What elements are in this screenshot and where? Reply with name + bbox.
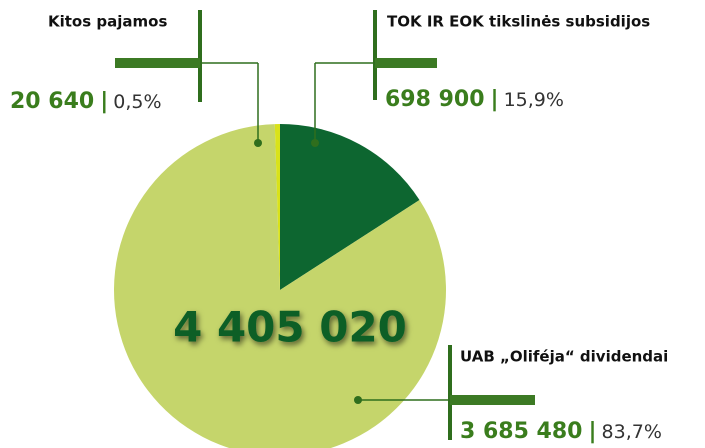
callout-band — [375, 58, 437, 68]
callout-band — [450, 395, 535, 405]
pie-slice — [114, 124, 446, 448]
amount-group: 20 640 | 0,5% — [10, 89, 162, 114]
category-label: Kitos pajamos — [48, 13, 167, 31]
callout-bar — [373, 10, 377, 100]
amount-label: 698 900 — [385, 87, 485, 112]
separator: | — [100, 89, 108, 114]
callout-band — [115, 58, 200, 68]
pie — [114, 124, 446, 448]
pie-slice — [274, 124, 280, 290]
callout-bar — [198, 10, 202, 102]
percent-label: 15,9% — [504, 89, 564, 111]
category-label: UAB „Oliféja“ dividendai — [460, 348, 668, 366]
separator: | — [491, 87, 499, 112]
leader-dot — [354, 396, 362, 404]
leader-dot — [311, 139, 319, 147]
amount-label: 20 640 — [10, 89, 94, 114]
amount-label: 3 685 480 — [460, 419, 582, 444]
category-label: TOK IR EOK tikslinės subsidijos — [387, 13, 650, 31]
percent-label: 0,5% — [113, 91, 161, 113]
amount-group: 698 900 | 15,9% — [385, 87, 564, 112]
percent-label: 83,7% — [602, 421, 662, 443]
total-label: 4 405 020 — [173, 303, 407, 352]
callout-bar — [448, 345, 452, 440]
separator: | — [588, 419, 596, 444]
leader-dot — [254, 139, 262, 147]
amount-group: 3 685 480 | 83,7% — [460, 419, 662, 444]
pie-slice — [280, 124, 420, 290]
